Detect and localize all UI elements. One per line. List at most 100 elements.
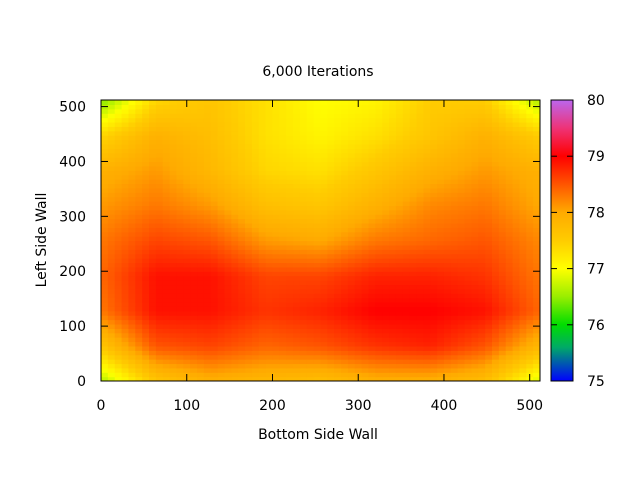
heatmap-cell bbox=[354, 192, 363, 198]
heatmap-cell bbox=[423, 266, 431, 272]
heatmap-cell bbox=[450, 271, 459, 277]
heatmap-cell bbox=[402, 258, 411, 264]
heatmap-cell bbox=[128, 253, 136, 259]
heatmap-cell bbox=[245, 148, 253, 154]
heatmap-cell bbox=[334, 253, 342, 259]
heatmap-cell bbox=[149, 200, 157, 206]
heatmap-cell bbox=[107, 100, 116, 105]
heatmap-cell bbox=[231, 165, 239, 171]
heatmap-cell bbox=[402, 376, 411, 381]
heatmap-cell bbox=[341, 161, 349, 167]
heatmap-cell bbox=[341, 104, 349, 110]
colorbar bbox=[550, 99, 574, 382]
heatmap-cell bbox=[519, 157, 527, 163]
heatmap-cell bbox=[416, 214, 424, 220]
heatmap-cell bbox=[142, 192, 150, 198]
heatmap-cell bbox=[299, 209, 308, 215]
heatmap-cell bbox=[519, 130, 527, 136]
heatmap-cell bbox=[450, 345, 459, 351]
heatmap-cell bbox=[258, 293, 267, 299]
heatmap-cell bbox=[491, 293, 500, 299]
heatmap-cell bbox=[210, 222, 219, 228]
heatmap-cell bbox=[197, 262, 205, 268]
heatmap-cell bbox=[402, 315, 411, 321]
heatmap-cell bbox=[409, 214, 418, 220]
heatmap-cell bbox=[389, 157, 397, 163]
heatmap-cell bbox=[149, 319, 157, 325]
heatmap-cell bbox=[238, 100, 246, 105]
heatmap-cell bbox=[491, 126, 500, 132]
heatmap-cell bbox=[293, 341, 301, 347]
heatmap-cell bbox=[478, 143, 486, 149]
heatmap-cell bbox=[162, 240, 171, 246]
heatmap-cell bbox=[169, 200, 178, 206]
heatmap-cell bbox=[457, 293, 466, 299]
heatmap-cell bbox=[231, 187, 239, 193]
heatmap-cell bbox=[265, 244, 274, 250]
heatmap-cell bbox=[114, 288, 123, 294]
heatmap-cell bbox=[197, 280, 205, 286]
heatmap-cell bbox=[176, 148, 184, 154]
heatmap-cell bbox=[121, 104, 130, 110]
heatmap-cell bbox=[375, 192, 383, 198]
heatmap-cell bbox=[169, 345, 178, 351]
heatmap-cell bbox=[327, 359, 335, 365]
heatmap-cell bbox=[162, 310, 171, 316]
heatmap-cell bbox=[478, 244, 486, 250]
heatmap-cell bbox=[505, 337, 514, 343]
heatmap-cell bbox=[368, 376, 376, 381]
heatmap-cell bbox=[354, 183, 363, 189]
heatmap-cell bbox=[423, 143, 431, 149]
heatmap-cell bbox=[299, 266, 308, 272]
heatmap-cell bbox=[265, 354, 274, 360]
heatmap-cell bbox=[272, 363, 280, 369]
heatmap-cell bbox=[258, 126, 267, 132]
heatmap-cell bbox=[299, 174, 308, 180]
heatmap-cell bbox=[320, 148, 328, 154]
heatmap-cell bbox=[443, 310, 452, 316]
heatmap-cell bbox=[485, 179, 493, 185]
heatmap-cell bbox=[471, 240, 479, 246]
heatmap-cell bbox=[533, 135, 540, 141]
heatmap-cell bbox=[149, 231, 157, 237]
heatmap-cell bbox=[135, 258, 143, 264]
heatmap-cell bbox=[519, 332, 527, 338]
heatmap-cell bbox=[306, 345, 315, 351]
heatmap-cell bbox=[443, 183, 452, 189]
heatmap-cell bbox=[238, 222, 246, 228]
heatmap-cell bbox=[430, 205, 438, 211]
heatmap-cell bbox=[299, 306, 308, 312]
heatmap-cell bbox=[176, 280, 184, 286]
heatmap-cell bbox=[430, 227, 438, 233]
heatmap-cell bbox=[210, 108, 219, 114]
heatmap-cell bbox=[176, 262, 184, 268]
heatmap-cell bbox=[416, 258, 424, 264]
heatmap-cell bbox=[114, 367, 123, 373]
heatmap-cell bbox=[245, 179, 253, 185]
heatmap-cell bbox=[210, 104, 219, 110]
heatmap-cell bbox=[464, 192, 473, 198]
heatmap-cell bbox=[169, 376, 178, 381]
heatmap-cell bbox=[176, 126, 184, 132]
heatmap-cell bbox=[423, 372, 431, 378]
heatmap-cell bbox=[478, 345, 486, 351]
heatmap-cell bbox=[286, 108, 294, 114]
heatmap-cell bbox=[334, 301, 342, 307]
heatmap-cell bbox=[443, 187, 452, 193]
heatmap-cell bbox=[245, 113, 253, 119]
heatmap-cell bbox=[162, 236, 171, 242]
heatmap-cell bbox=[272, 293, 280, 299]
heatmap-cell bbox=[265, 117, 274, 123]
heatmap-cell bbox=[443, 113, 452, 119]
heatmap-cell bbox=[114, 372, 123, 378]
heatmap-cell bbox=[286, 266, 294, 272]
heatmap-cell bbox=[437, 108, 445, 114]
heatmap-cell bbox=[533, 143, 540, 149]
heatmap-cell bbox=[155, 157, 164, 163]
heatmap-cell bbox=[217, 244, 226, 250]
heatmap-cell bbox=[149, 108, 157, 114]
heatmap-cell bbox=[197, 363, 205, 369]
heatmap-cell bbox=[320, 323, 328, 329]
heatmap-cell bbox=[313, 183, 322, 189]
heatmap-cell bbox=[265, 306, 274, 312]
